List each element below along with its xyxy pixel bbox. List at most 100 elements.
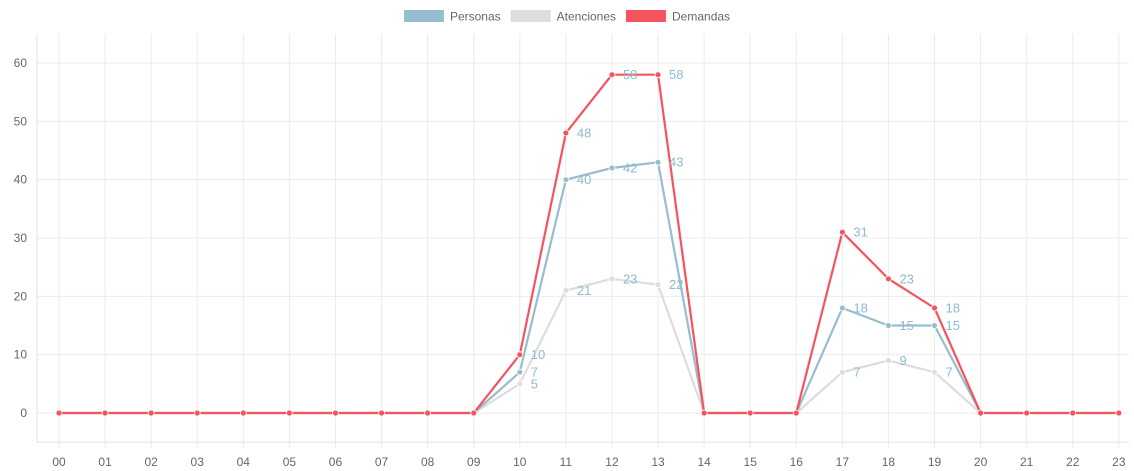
data-point-atenciones: [516, 380, 524, 388]
data-label: 10: [531, 347, 545, 362]
x-tick-label: 23: [1112, 455, 1126, 469]
y-tick-label: 20: [14, 289, 28, 303]
data-point-personas: [885, 322, 892, 329]
data-label: 7: [531, 365, 538, 380]
x-tick-label: 21: [1020, 455, 1034, 469]
x-tick-label: 11: [560, 455, 573, 469]
data-point-demandas: [193, 409, 201, 417]
data-label: 7: [853, 365, 860, 380]
data-point-personas: [608, 164, 616, 172]
legend-label: Personas: [450, 10, 501, 24]
chart-series: [55, 71, 1123, 417]
data-point-demandas: [470, 409, 478, 417]
data-point-personas: [516, 368, 524, 376]
x-tick-label: 01: [98, 455, 112, 469]
x-tick-label: 15: [744, 455, 758, 469]
data-point-demandas: [608, 71, 616, 79]
legend-item-atenciones[interactable]: Atenciones: [510, 10, 616, 24]
data-point-atenciones: [608, 275, 616, 283]
x-tick-label: 03: [191, 455, 205, 469]
data-label: 31: [853, 225, 867, 240]
data-point-atenciones: [885, 357, 892, 364]
data-label: 18: [853, 301, 867, 316]
data-point-atenciones: [562, 287, 570, 294]
legend-swatch: [626, 10, 667, 22]
data-point-personas: [931, 322, 938, 329]
y-axis-ticks: 0 10 20 30 40 50 60: [14, 56, 28, 420]
y-tick-label: 60: [14, 56, 28, 70]
data-point-demandas: [977, 409, 984, 417]
x-tick-label: 07: [375, 455, 389, 469]
y-tick-label: 0: [20, 406, 27, 420]
data-labels: 7 40 42 43 18 15 15 5 21 23 22 7 9 7 10 48 58 58 31 23 18: [531, 67, 960, 391]
data-label: 15: [946, 318, 960, 333]
x-tick-label: 00: [52, 455, 66, 469]
x-tick-label: 06: [329, 455, 343, 469]
x-tick-label: 09: [467, 455, 481, 469]
chart-legend[interactable]: Personas Atenciones Demandas: [403, 10, 730, 24]
legend-swatch: [403, 10, 444, 22]
data-point-demandas: [147, 409, 155, 417]
data-point-demandas: [1023, 409, 1031, 417]
data-label: 5: [531, 376, 538, 391]
x-axis-ticks: 00 01 02 03 04 05 06 07 08 09 10 11 12 13 14 15 16 17 18 19…: [52, 455, 1126, 469]
data-point-demandas: [1115, 409, 1123, 417]
data-point-demandas: [101, 409, 109, 417]
data-label: 9: [899, 353, 906, 368]
legend-swatch: [510, 10, 551, 22]
data-label: 58: [623, 67, 637, 82]
data-point-demandas: [1069, 409, 1077, 417]
data-label: 43: [669, 155, 683, 170]
x-tick-label: 13: [651, 455, 665, 469]
x-tick-label: 08: [421, 455, 435, 469]
data-label: 58: [669, 67, 683, 82]
y-tick-label: 40: [14, 173, 28, 187]
x-tick-label: 17: [836, 455, 850, 469]
x-tick-label: 18: [882, 455, 896, 469]
data-label: 42: [623, 161, 637, 176]
data-point-demandas: [792, 409, 800, 417]
series-line-demandas: [59, 73, 1119, 415]
x-tick-label: 14: [697, 455, 711, 469]
data-point-demandas: [516, 351, 524, 359]
x-tick-label: 16: [790, 455, 804, 469]
data-label: 7: [946, 365, 953, 380]
x-tick-label: 02: [144, 455, 158, 469]
y-tick-label: 30: [14, 231, 28, 245]
data-point-demandas: [885, 275, 892, 283]
data-point-demandas: [239, 409, 247, 417]
x-tick-label: 20: [974, 455, 988, 469]
data-label: 22: [669, 277, 683, 292]
data-point-demandas: [746, 409, 754, 417]
data-label: 23: [623, 271, 637, 286]
data-point-demandas: [378, 409, 385, 417]
x-tick-label: 22: [1066, 455, 1080, 469]
data-point-demandas: [562, 129, 570, 137]
x-tick-label: 10: [513, 455, 527, 469]
data-label: 40: [577, 172, 591, 187]
x-tick-label: 19: [928, 455, 942, 469]
data-point-personas: [562, 176, 570, 184]
data-point-demandas: [424, 409, 432, 417]
data-point-demandas: [931, 304, 938, 312]
data-point-demandas: [838, 228, 846, 236]
data-point-demandas: [700, 409, 708, 417]
legend-label: Atenciones: [557, 10, 616, 24]
data-point-atenciones: [654, 281, 662, 289]
series-line-atenciones: [59, 277, 1119, 415]
legend-item-demandas[interactable]: Demandas: [626, 10, 730, 24]
data-point-demandas: [332, 409, 339, 417]
data-label: 48: [577, 126, 591, 141]
data-point-personas: [654, 158, 662, 166]
x-tick-label: 12: [605, 455, 619, 469]
data-label: 18: [946, 301, 960, 316]
data-label: 23: [899, 271, 913, 286]
legend-item-personas[interactable]: Personas: [403, 10, 501, 24]
x-tick-label: 05: [283, 455, 297, 469]
x-tick-label: 04: [237, 455, 251, 469]
y-tick-label: 50: [14, 114, 28, 128]
legend-label: Demandas: [672, 10, 730, 24]
y-tick-label: 10: [14, 348, 28, 362]
